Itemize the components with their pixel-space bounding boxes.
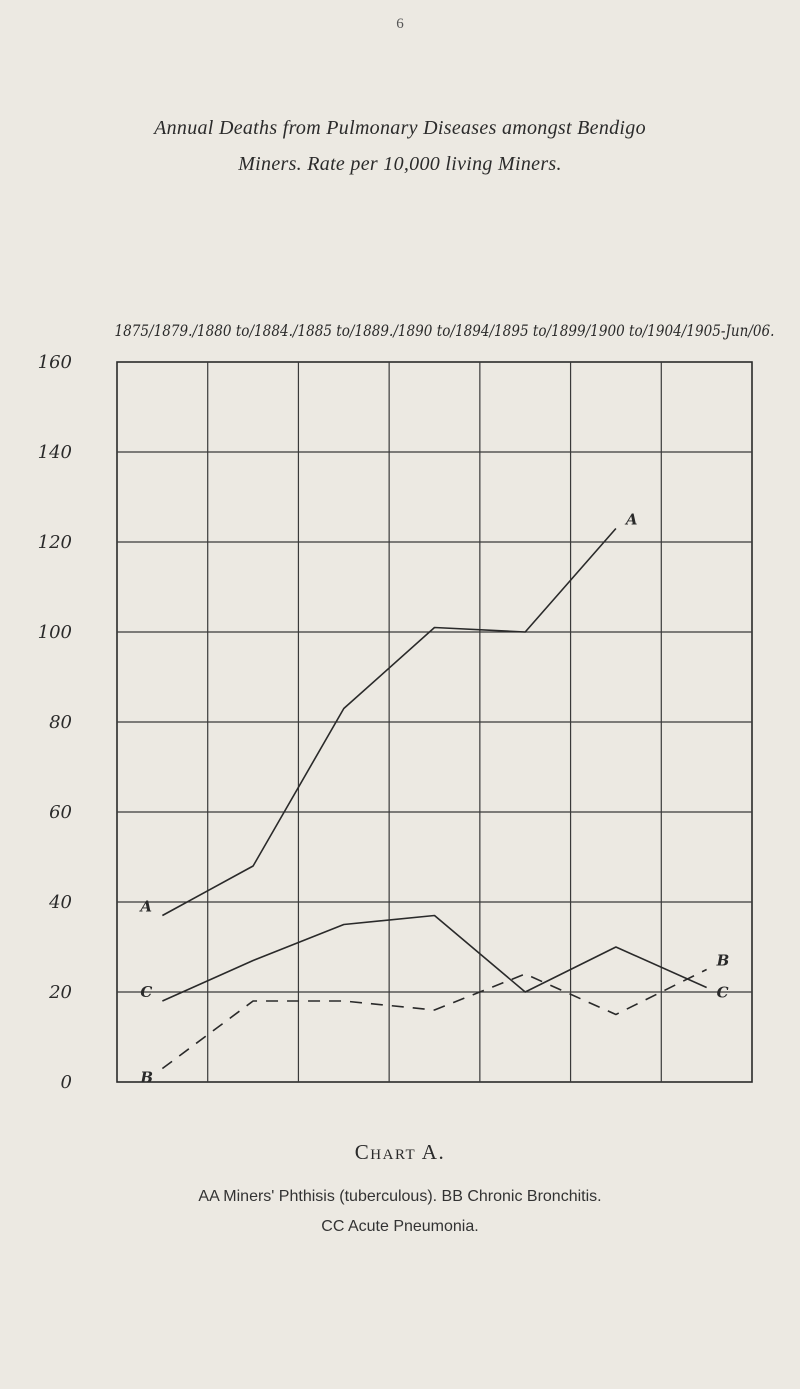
series-line-c (162, 914, 707, 1002)
chart-title-line-1: Annual Deaths from Pulmonary Diseases am… (154, 117, 646, 139)
chart-title-line-2: Miners. Rate per 10,000 living Miners. (238, 153, 562, 175)
y-tick-label: 120 (38, 532, 72, 553)
series-label-c: C (717, 984, 729, 1002)
series-label-b: B (716, 952, 730, 970)
x-axis-header: 1875/1879./1880 to/1884./1885 to/1889./1… (115, 321, 775, 340)
series-line-b (161, 968, 707, 1070)
chart-series (161, 527, 707, 1070)
y-tick-label: 60 (49, 802, 72, 823)
y-tick-label: 20 (48, 982, 72, 1003)
y-tick-label: 40 (48, 892, 72, 913)
y-tick-label: 100 (38, 622, 72, 643)
series-line-a (162, 527, 617, 917)
chart-title: Annual Deaths from Pulmonary Diseases am… (60, 110, 740, 182)
page-number: 6 (396, 16, 404, 32)
chart-caption: Chart A. (354, 1140, 446, 1164)
series-label-a: A (624, 511, 638, 529)
series-label-a: A (138, 898, 152, 916)
legend-line-2: CC Acute Pneumonia. (321, 1218, 479, 1235)
series-label-b: B (139, 1069, 153, 1087)
y-tick-label: 140 (38, 442, 72, 463)
y-tick-label: 160 (38, 352, 72, 373)
chart-legend: AA Miners' Phthisis (tuberculous). BB Ch… (0, 1182, 800, 1242)
y-tick-label: 80 (49, 712, 72, 733)
series-label-c: C (140, 983, 152, 1001)
chart-grid: 0 20 40 60 80 100 120 140 160 (38, 352, 753, 1093)
y-tick-label: 0 (61, 1072, 72, 1093)
legend-line-1: AA Miners' Phthisis (tuberculous). BB Ch… (198, 1188, 602, 1205)
